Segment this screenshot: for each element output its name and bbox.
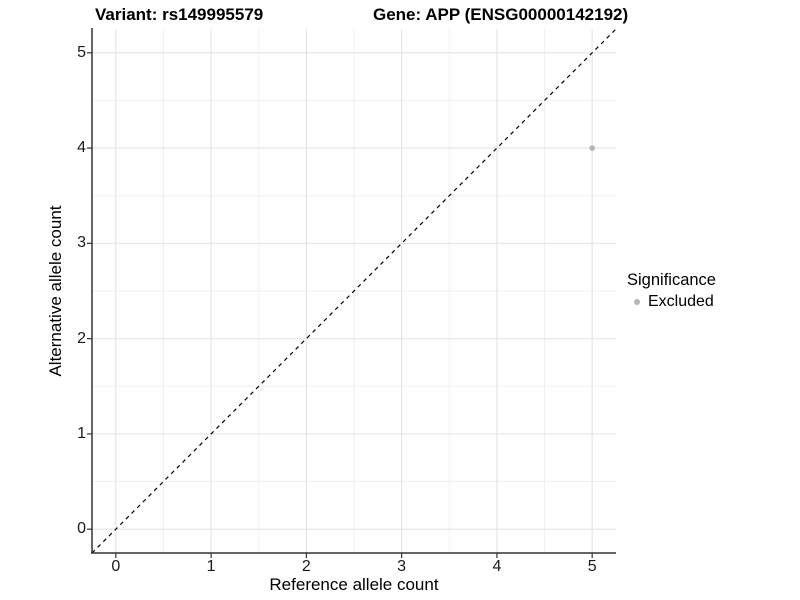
x-tick-label: 4	[492, 558, 502, 575]
x-tick-label: 1	[206, 558, 216, 575]
y-tick-label: 2	[77, 329, 86, 347]
data-point	[589, 145, 595, 151]
y-tick-label: 1	[77, 424, 86, 442]
legend-item-label: Excluded	[648, 293, 714, 310]
y-tick-label: 4	[77, 139, 86, 157]
x-tick-label: 3	[397, 558, 407, 575]
y-tick-label: 5	[77, 43, 86, 61]
y-axis-title: Alternative allele count	[46, 205, 65, 377]
variant-title: Variant: rs149995579	[95, 5, 264, 24]
legend-item-excluded: Excluded	[627, 292, 797, 312]
x-tick-label: 0	[111, 558, 121, 575]
excluded-point-icon	[634, 299, 640, 305]
legend-title: Significance	[627, 271, 716, 289]
y-tick-label: 0	[77, 520, 86, 538]
x-tick-label: 5	[587, 558, 597, 575]
y-tick-label: 3	[77, 234, 86, 252]
gene-title: Gene: APP (ENSG00000142192)	[373, 5, 629, 24]
x-axis-title: Reference allele count	[269, 575, 439, 594]
x-tick-label: 2	[301, 558, 311, 575]
legend: Significance Excluded	[627, 271, 797, 312]
